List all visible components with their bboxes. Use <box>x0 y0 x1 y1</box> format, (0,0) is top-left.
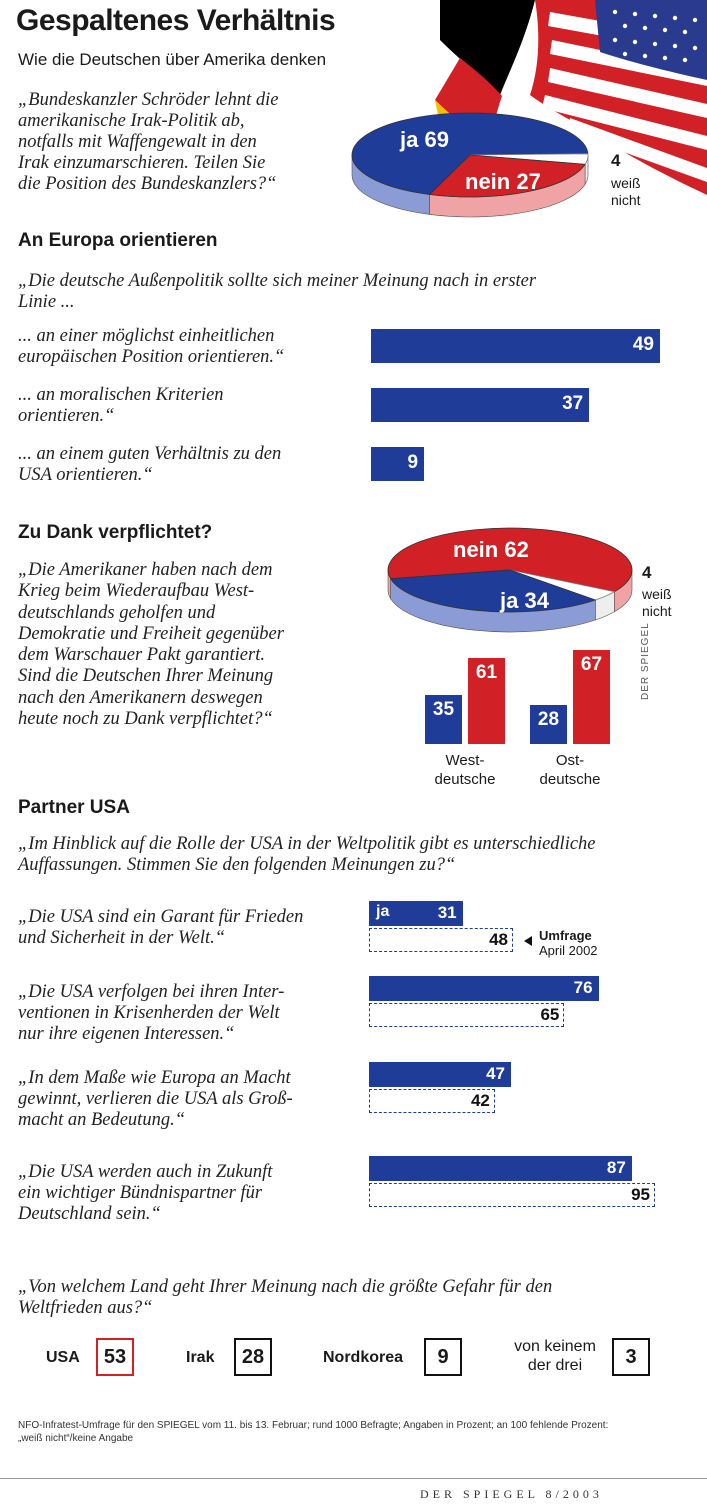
dank-question: „Die Amerikaner haben nach dem Krieg bei… <box>18 560 358 730</box>
pie1-label-ja: ja 69 <box>400 127 449 153</box>
irak-question: „Bundeskanzler Schröder lehnt die amerik… <box>18 90 358 195</box>
europa-label-line2-2: USA orientieren.“ <box>18 465 368 486</box>
pie2-label-nein: nein 62 <box>453 537 529 563</box>
country-keinem: von keinem der drei <box>510 1337 600 1375</box>
section-europa: An Europa orientieren <box>18 230 218 252</box>
partner-label-line-2-0: „In dem Maße wie Europa an Macht <box>18 1068 363 1089</box>
partner-label-3: „Die USA werden auch in Zukunft ein wicht… <box>18 1162 363 1225</box>
dank-cap-1: Ost-deutsche <box>520 751 620 789</box>
europa-label-line1-0: ... an einer möglichst einheitlichen <box>18 326 368 347</box>
partner-label-line-3-0: „Die USA werden auch in Zukunft <box>18 1162 363 1183</box>
dank-col-value-nein-1: 67 <box>573 654 610 676</box>
partner-ja-label: ja <box>376 903 389 921</box>
country-nordkorea: Nordkorea <box>323 1349 403 1367</box>
partner-label-0: „Die USA sind ein Garant für Frieden und … <box>18 907 363 949</box>
dank-cap-line1-1: Ost- <box>520 751 620 770</box>
europa-label-0: ... an einer möglichst einheitlichen euro… <box>18 326 368 368</box>
europa-label-line1-1: ... an moralischen Kriterien <box>18 385 368 406</box>
europa-label-line1-2: ... an einem guten Verhältnis zu den <box>18 444 368 465</box>
footer-divider <box>0 1478 707 1479</box>
irak-pie-chart <box>345 105 615 230</box>
dank-cap-0: West-deutsche <box>415 751 515 789</box>
page-title: Gespaltenes Verhältnis <box>16 4 335 38</box>
partner-label-line-1-1: ventionen in Krisenherden der Welt <box>18 1003 363 1024</box>
footnote: NFO-Infratest-Umfrage für den SPIEGEL vo… <box>18 1419 703 1445</box>
pie1-label-nein: nein 27 <box>465 169 541 195</box>
partner-label-line-1-0: „Die USA verfolgen bei ihren Inter- <box>18 982 363 1003</box>
europa-label-1: ... an moralischen Kriterien orientieren.… <box>18 385 368 427</box>
europa-question: „Die deutsche Außenpolitik sollte sich m… <box>18 271 698 313</box>
section-partner: Partner USA <box>18 797 130 819</box>
dank-cap-line1-0: West- <box>415 751 515 770</box>
europa-label-line2-0: europäischen Position orientieren.“ <box>18 347 368 368</box>
pie2-label-ja: ja 34 <box>500 588 549 614</box>
partner-label-line-1-2: nur ihre eigenen Interessen.“ <box>18 1024 363 1045</box>
partner-label-line-3-2: Deutschland sein.“ <box>18 1204 363 1225</box>
country-usa: USA <box>46 1349 80 1367</box>
partner-label-line-2-2: macht an Bedeutung.“ <box>18 1110 363 1131</box>
dank-cap-line2-0: deutsche <box>415 770 515 789</box>
partner-bar-now-value-2: 47 <box>369 1064 505 1084</box>
value-box-irak: 28 <box>234 1338 272 1376</box>
footer-issue: DER SPIEGEL 8/2003 <box>420 1487 603 1502</box>
partner-bar-prev-value-0: 48 <box>369 930 508 950</box>
partner-label-line-2-1: gewinnt, verlieren die USA als Groß- <box>18 1089 363 1110</box>
partner-label-2: „In dem Maße wie Europa an Macht gewinnt,… <box>18 1068 363 1131</box>
pie1-weiss-label: weiß nicht <box>611 175 641 209</box>
partner-bar-prev-value-1: 65 <box>369 1005 559 1025</box>
europa-bar-value-1: 37 <box>371 393 583 415</box>
dank-col-value-ja-0: 35 <box>425 699 462 721</box>
partner-question: „Im Hinblick auf die Rolle der USA in de… <box>18 834 703 876</box>
europa-bar-value-0: 49 <box>371 334 654 356</box>
partner-bar-prev-value-2: 42 <box>369 1091 490 1111</box>
value-box-nordkorea: 9 <box>424 1338 462 1376</box>
europa-bar-value-2: 9 <box>371 452 418 474</box>
partner-bar-now-value-3: 87 <box>369 1158 626 1178</box>
partner-label-line-3-1: ein wichtiger Bündnispartner für <box>18 1183 363 1204</box>
partner-label-line-0-0: „Die USA sind ein Garant für Frieden <box>18 907 363 928</box>
partner-label-line-0-1: und Sicherheit in der Welt.“ <box>18 928 363 949</box>
partner-bar-now-value-1: 76 <box>369 978 593 998</box>
partner-label-1: „Die USA verfolgen bei ihren Inter-venti… <box>18 982 363 1045</box>
europa-label-2: ... an einem guten Verhältnis zu den USA … <box>18 444 368 486</box>
pie1-weiss-value: 4 <box>611 151 620 171</box>
partner-bar-prev-value-3: 95 <box>369 1185 650 1205</box>
page-subtitle: Wie die Deutschen über Amerika denken <box>18 50 326 70</box>
gefahr-question: „Von welchem Land geht Ihrer Meinung nac… <box>18 1277 703 1319</box>
legend-arrow-icon <box>524 936 532 946</box>
section-dank: Zu Dank verpflichtet? <box>18 522 212 544</box>
dank-col-value-nein-0: 61 <box>468 662 505 684</box>
value-box-keinem: 3 <box>612 1338 650 1376</box>
pie2-weiss-value: 4 <box>642 563 651 583</box>
spiegel-side-credit: DER SPIEGEL <box>640 600 651 700</box>
country-irak: Irak <box>186 1349 214 1367</box>
value-box-usa: 53 <box>96 1338 134 1376</box>
legend-umfrage: Umfrage April 2002 <box>539 928 598 958</box>
dank-cap-line2-1: deutsche <box>520 770 620 789</box>
dank-col-value-ja-1: 28 <box>530 709 567 731</box>
europa-label-line2-1: orientieren.“ <box>18 406 368 427</box>
